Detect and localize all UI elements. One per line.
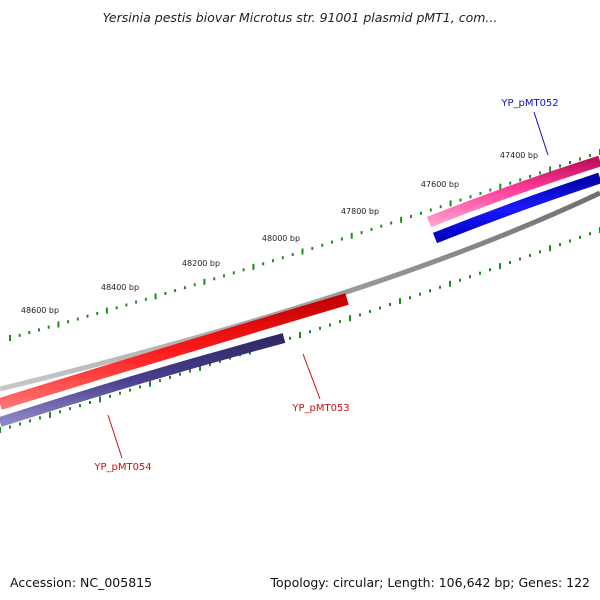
genome-summary-text: Topology: circular; Length: 106,642 bp; … xyxy=(270,575,591,590)
scale-label: 48400 bp xyxy=(101,283,139,292)
feature-bar-yp-pmt052-gene[interactable] xyxy=(426,155,600,228)
map-title: Yersinia pestis biovar Microtus str. 910… xyxy=(102,10,498,25)
feature-bar-yp-pmt054-gene[interactable] xyxy=(0,333,286,427)
scale-label: 48600 bp xyxy=(21,306,59,315)
scale-label: 48200 bp xyxy=(182,259,220,268)
feature-bar-yp-pmt052-cds[interactable] xyxy=(432,172,600,244)
feature-label-yp-pmt052[interactable]: YP_pMT052 xyxy=(500,98,558,109)
accession-text: Accession: NC_005815 xyxy=(10,575,153,590)
scale-label: 47800 bp xyxy=(341,207,379,216)
feature-label-yp-pmt053[interactable]: YP_pMT053 xyxy=(291,403,349,414)
scale-label: 47600 bp xyxy=(421,180,459,189)
feature-bar-yp-pmt053-cds[interactable] xyxy=(0,293,349,410)
feature-leader-line xyxy=(302,353,321,400)
outer-tick-track xyxy=(9,149,600,341)
feature-label-yp-pmt054[interactable]: YP_pMT054 xyxy=(93,462,151,473)
feature-leader-line xyxy=(107,414,123,459)
feature-leader-line xyxy=(533,111,549,156)
scale-label: 47400 bp xyxy=(500,151,538,160)
plasmid-backbone xyxy=(0,190,600,392)
scale-label: 48000 bp xyxy=(262,234,300,243)
